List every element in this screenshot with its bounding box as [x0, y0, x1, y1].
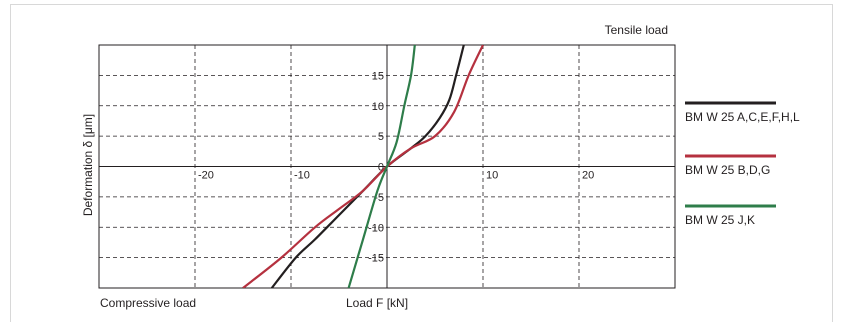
legend: BM W 25 A,C,E,F,H,L BM W 25 B,D,G BM W 25 …: [685, 101, 800, 227]
chart-frame: [10, 4, 833, 322]
tensile-load-label: Tensile load: [605, 23, 668, 37]
y-tick-label: -15: [368, 253, 384, 265]
y-tick-label: 15: [372, 70, 384, 82]
y-tick-label: 10: [372, 101, 384, 113]
y-tick-label: -10: [368, 222, 384, 234]
x-tick-label: 20: [582, 170, 594, 182]
series-line-3: [347, 45, 416, 288]
y-axis-label: Deformation δ [μm]: [81, 114, 95, 216]
y-tick-label: -5: [374, 192, 384, 204]
legend-label-1: BM W 25 A,C,E,F,H,L: [685, 110, 800, 124]
x-axis-label: Load F [kN]: [346, 296, 408, 310]
compressive-load-label: Compressive load: [100, 296, 196, 310]
legend-label-2: BM W 25 B,D,G: [685, 163, 770, 177]
x-tick-label: 10: [486, 170, 498, 182]
x-tick-label: -20: [198, 170, 214, 182]
y-tick-label: 0: [378, 162, 384, 174]
y-tick-label: 5: [378, 131, 384, 143]
plot-area: -20 -10 10 20 15 10 5 0 -5 -10 -15: [98, 44, 676, 289]
x-tick-label: -10: [294, 170, 310, 182]
legend-label-3: BM W 25 J,K: [685, 213, 755, 227]
